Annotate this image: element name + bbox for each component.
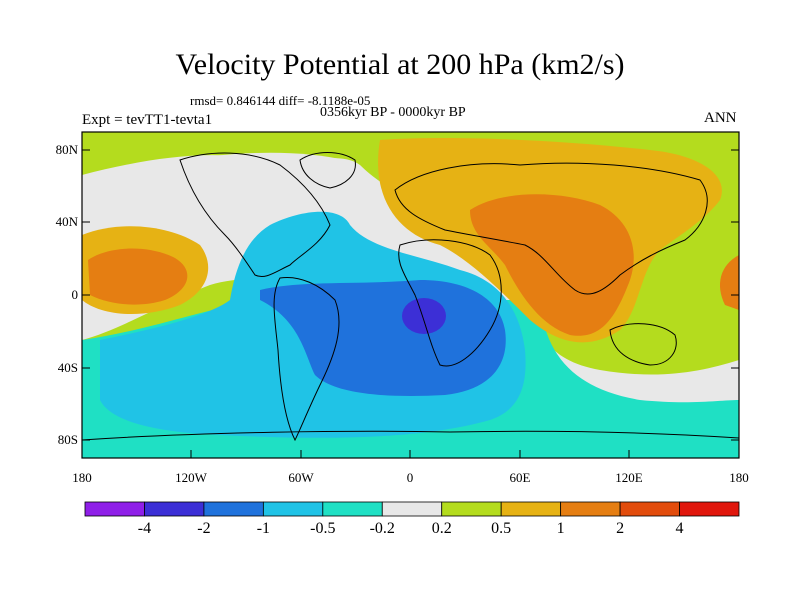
north-america-coast [179, 152, 331, 278]
colorbar-label: 4 [675, 520, 684, 537]
eurasia-coast [394, 162, 708, 295]
contour-band-negative-4 [402, 298, 446, 334]
colorbar-swatch [500, 501, 562, 517]
contour-fill [82, 132, 739, 458]
lat-label: 40S [57, 360, 78, 375]
colorbar-label: -2 [197, 520, 211, 537]
colorbar-swatch [679, 501, 740, 517]
colorbar-label: 0.5 [491, 520, 512, 537]
colorbar-label: -4 [137, 520, 152, 537]
axis-ticks [81, 149, 740, 458]
lon-label: 60W [288, 470, 314, 485]
colorbar-label: -0.2 [369, 520, 395, 537]
colorbar-swatch [203, 501, 264, 517]
lat-label: 40N [55, 214, 78, 229]
lon-label: 120W [175, 470, 207, 485]
colorbar [84, 501, 740, 517]
colorbar-label: -0.5 [310, 520, 336, 537]
coastlines [82, 152, 739, 442]
antarctica-coast [82, 430, 739, 441]
lon-label: 180 [729, 470, 749, 485]
season-label: ANN [704, 110, 737, 126]
colorbar-swatch [560, 501, 621, 517]
colorbar-label: -1 [256, 520, 271, 537]
colorbar-swatch [322, 501, 383, 517]
colorbar-swatch [619, 501, 680, 517]
colorbar-label: 1 [556, 520, 565, 537]
colorbar-swatch [84, 501, 145, 517]
colorbar-swatch [381, 501, 443, 517]
stats-label: rmsd= 0.846144 diff= -8.1188e-05 [190, 93, 371, 108]
colorbar-swatch [262, 501, 324, 517]
lat-label: 80S [57, 432, 78, 447]
contour-band-positive-east-edge [719, 255, 739, 310]
colorbar-swatch [144, 501, 205, 517]
lat-label: 80N [55, 142, 78, 157]
lon-label: 120E [615, 470, 643, 485]
africa-coast [398, 239, 502, 367]
australia-coast [609, 323, 677, 366]
map-title: Velocity Potential at 200 hPa (km2/s) [175, 48, 625, 81]
contour-band-positive-2-pacific [88, 248, 188, 305]
period-label: 0356kyr BP - 0000kyr BP [320, 105, 466, 120]
greenland-coast [299, 152, 356, 189]
south-america-coast [273, 276, 340, 442]
colorbar-swatch [441, 501, 502, 517]
colorbar-label: 2 [616, 520, 625, 537]
colorbar-label: 0.2 [431, 520, 452, 537]
lon-label: 0 [406, 470, 414, 485]
lat-label: 0 [71, 287, 79, 302]
experiment-label: Expt = tevTT1-tevta1 [82, 112, 213, 128]
contour-band-negative-2 [260, 280, 506, 396]
contour-band-positive-2-asia [470, 194, 634, 336]
lon-label: 180 [72, 470, 92, 485]
lon-label: 60E [509, 470, 531, 485]
